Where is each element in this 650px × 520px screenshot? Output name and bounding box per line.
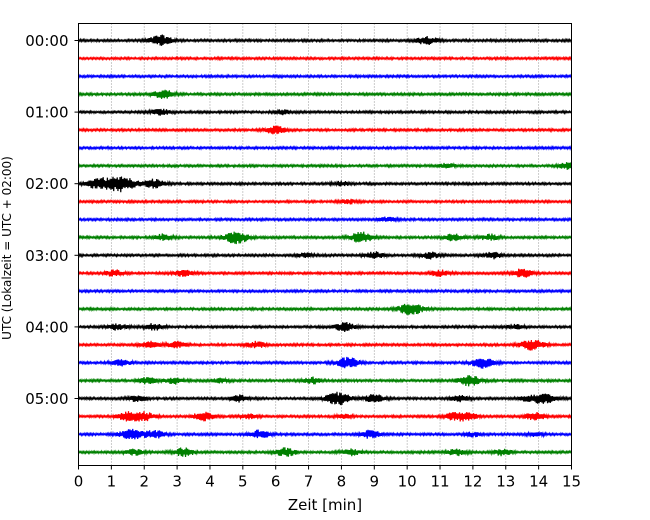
seismic-trace xyxy=(77,391,573,406)
seismic-trace xyxy=(77,268,573,278)
x-tick-label: 13 xyxy=(496,473,515,491)
seismic-trace xyxy=(77,198,573,205)
y-tick-label: 02:00 xyxy=(25,175,68,193)
x-tick-label: 3 xyxy=(172,473,182,491)
x-tick-label: 7 xyxy=(304,473,314,491)
x-axis: 0 1 2 3 4 5 6 7 8 9 10 11 12 13 14 15 xyxy=(74,465,581,491)
seismic-trace xyxy=(77,34,572,46)
x-axis-label: Zeit [min] xyxy=(288,496,362,514)
trace-group xyxy=(77,34,573,457)
x-tick-label: 4 xyxy=(205,473,215,491)
y-tick-label: 00:00 xyxy=(25,32,68,50)
seismic-trace xyxy=(77,55,573,62)
x-tick-label: 8 xyxy=(337,473,347,491)
seismic-trace xyxy=(77,144,573,151)
y-tick-label: 05:00 xyxy=(25,390,68,408)
seismic-trace xyxy=(77,356,573,369)
seismic-trace xyxy=(77,411,573,422)
seismic-trace xyxy=(77,108,573,116)
seismic-trace xyxy=(77,447,573,457)
y-axis: 00:00 01:00 02:00 03:00 04:00 05:00 xyxy=(25,32,79,408)
y-tick-label: 04:00 xyxy=(25,318,68,336)
seismic-trace xyxy=(77,162,573,170)
x-tick-label: 14 xyxy=(529,473,548,491)
x-tick-label: 11 xyxy=(430,473,449,491)
seismic-trace xyxy=(77,89,573,99)
y-tick-label: 01:00 xyxy=(25,104,68,122)
seismic-trace xyxy=(77,231,573,245)
seismic-trace xyxy=(77,216,573,223)
seismic-trace xyxy=(77,176,573,193)
seismic-trace xyxy=(77,125,573,135)
seismic-trace xyxy=(77,73,573,80)
seismic-trace xyxy=(77,321,573,333)
seismic-trace xyxy=(77,428,573,440)
seismic-trace xyxy=(78,375,573,387)
seismic-trace xyxy=(77,251,573,260)
seismic-trace xyxy=(77,303,573,316)
x-tick-label: 0 xyxy=(74,473,84,491)
x-tick-label: 15 xyxy=(562,473,581,491)
x-tick-label: 1 xyxy=(107,473,117,491)
x-tick-label: 10 xyxy=(398,473,417,491)
y-tick-label: 03:00 xyxy=(25,247,68,265)
x-tick-label: 12 xyxy=(463,473,482,491)
x-tick-label: 9 xyxy=(370,473,380,491)
seismic-trace xyxy=(77,288,573,295)
x-tick-label: 2 xyxy=(139,473,149,491)
plot-frame xyxy=(78,23,572,466)
seismic-trace xyxy=(77,340,573,351)
y-axis-label: UTC (Lokalzeit = UTC + 02:00) xyxy=(0,156,14,340)
x-tick-label: 5 xyxy=(238,473,248,491)
x-tick-label: 6 xyxy=(271,473,281,491)
